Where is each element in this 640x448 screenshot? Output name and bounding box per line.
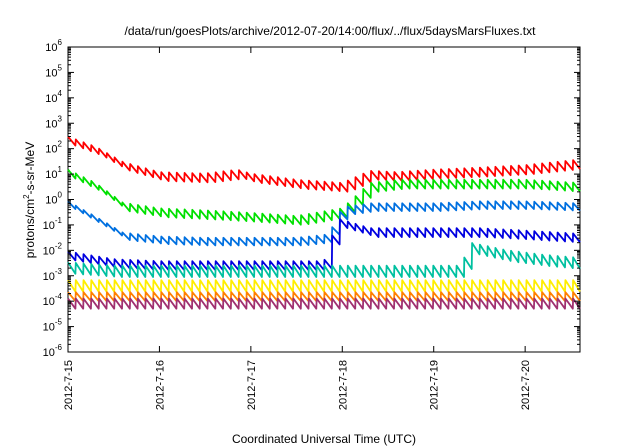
y-axis-label: protons/cm2-s-sr-MeV (22, 142, 37, 258)
y-tick-label: 10-1 (43, 216, 63, 232)
x-axis-label: Coordinated Universal Time (UTC) (232, 432, 416, 446)
series-line-2 (67, 200, 581, 247)
x-tick-label: 2012-7-20 (520, 360, 532, 410)
series-layer (67, 136, 581, 310)
x-tick-label: 2012-7-18 (337, 360, 349, 410)
x-tick-label: 2012-7-16 (154, 360, 166, 410)
x-tick-label: 2012-7-15 (63, 360, 75, 410)
y-tick-label: 10-5 (43, 318, 63, 334)
series-line-4 (67, 242, 581, 278)
series-line-3 (67, 218, 581, 272)
y-tick-label: 101 (45, 165, 62, 181)
y-tick-label: 105 (45, 63, 62, 79)
y-tick-label: 102 (45, 140, 62, 156)
series-line-1 (67, 169, 581, 226)
y-tick-label: 10-2 (43, 241, 63, 257)
y-tick-label: 100 (45, 191, 62, 207)
x-tick-label: 2012-7-19 (429, 360, 441, 410)
chart-title: /data/run/goesPlots/archive/2012-07-20/1… (125, 24, 537, 38)
y-tick-label: 103 (45, 114, 62, 130)
y-tick-label: 10-4 (43, 292, 63, 308)
axis-layer: 10-6 10-5 10-4 10-3 10-2 10-1 100 101 102 103 104 1… (43, 38, 580, 410)
y-tick-label: 10-6 (43, 343, 63, 359)
series-line-0 (67, 136, 581, 193)
y-tick-label: 10-3 (43, 267, 63, 283)
y-tick-label: 106 (45, 38, 62, 54)
series-line-7 (67, 297, 581, 310)
y-tick-label: 104 (45, 89, 62, 105)
series-line-5 (67, 279, 581, 293)
x-tick-label: 2012-7-17 (246, 360, 258, 410)
